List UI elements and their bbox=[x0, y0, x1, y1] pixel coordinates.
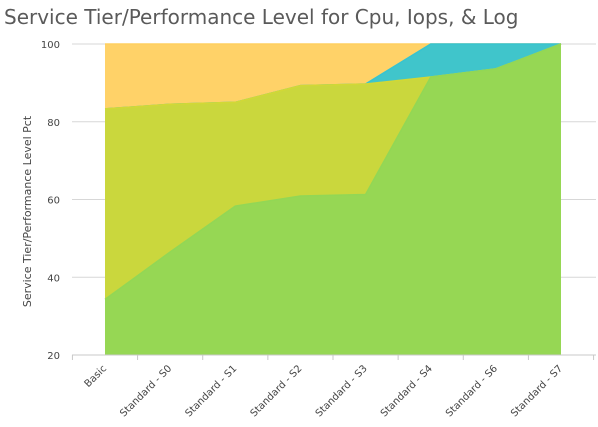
y-tick-label-80: 80 bbox=[47, 118, 60, 129]
y-axis: 20 40 60 80 100 bbox=[41, 40, 60, 362]
y-tick-label-40: 40 bbox=[47, 273, 60, 284]
chart-title: Service Tier/Performance Level for Cpu, … bbox=[4, 5, 519, 29]
y-axis-label: Service Tier/Performance Level Pct bbox=[21, 115, 34, 307]
y-tick-label-100: 100 bbox=[41, 40, 60, 51]
x-tick-label-2: Standard - S0 bbox=[118, 363, 174, 419]
x-tick-label-4: Standard - S2 bbox=[249, 363, 305, 419]
series-areas bbox=[104, 43, 562, 355]
x-tick-label-1: Basic bbox=[83, 363, 110, 390]
x-tick-label-6: Standard - S4 bbox=[379, 363, 435, 419]
y-tick-label-60: 60 bbox=[47, 196, 60, 207]
x-tick-label-3: Standard - S1 bbox=[183, 363, 239, 419]
x-tick-label-5: Standard - S3 bbox=[314, 363, 370, 419]
x-tick-label-7: Standard - S6 bbox=[444, 363, 500, 419]
y-tick-label-20: 20 bbox=[47, 351, 60, 362]
series-area-4 bbox=[105, 44, 561, 355]
x-axis: Basic Standard - S0 Standard - S1 Standard … bbox=[71, 354, 596, 419]
x-tick-label-8: Standard - S7 bbox=[509, 363, 565, 419]
series-line-4 bbox=[104, 43, 562, 301]
